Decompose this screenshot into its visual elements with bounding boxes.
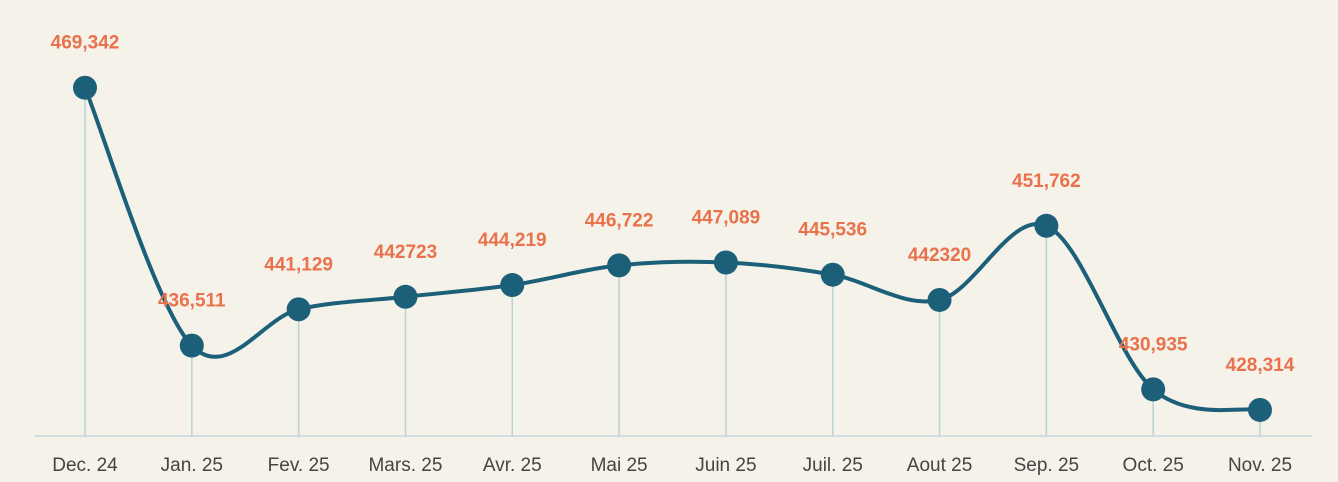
value-label: 447,089: [692, 208, 761, 229]
point: [286, 297, 311, 322]
value-label: 451,762: [1012, 171, 1081, 192]
point: [927, 287, 952, 312]
x-tick-label: Fev. 25: [268, 455, 330, 476]
point: [1034, 213, 1059, 238]
point: [73, 75, 97, 100]
point: [820, 262, 845, 287]
x-tick-label: Sep. 25: [1014, 455, 1080, 476]
value-label: 444,219: [478, 230, 547, 251]
value-label: 428,314: [1226, 355, 1295, 376]
x-tick-label: Juil. 25: [803, 455, 863, 476]
x-tick-label: Nov. 25: [1228, 455, 1292, 476]
point: [1141, 377, 1166, 402]
point: [500, 273, 525, 298]
value-label: 442723: [374, 242, 437, 263]
x-tick-label: Mars. 25: [368, 455, 442, 476]
value-label: 446,722: [585, 210, 654, 231]
point: [607, 253, 632, 278]
x-tick-label: Jan. 25: [161, 455, 223, 476]
x-tick-label: Mai 25: [591, 455, 648, 476]
x-tick-label: Dec. 24: [52, 455, 118, 476]
value-label: 445,536: [798, 220, 867, 241]
point: [179, 333, 204, 358]
value-label: 436,511: [158, 291, 226, 312]
value-label: 442320: [908, 245, 971, 266]
value-label: 469,342: [51, 33, 120, 54]
point: [1248, 397, 1272, 422]
line: [83, 86, 1261, 413]
point: [393, 284, 418, 309]
x-tick-label: Juin 25: [695, 455, 756, 476]
x-tick-label: Avr. 25: [483, 455, 542, 476]
value-label: 441,129: [264, 254, 333, 275]
x-tick-label: Aout 25: [907, 455, 973, 476]
x-tick-label: Oct. 25: [1123, 455, 1184, 476]
value-label: 430,935: [1119, 334, 1188, 355]
point: [713, 250, 738, 275]
